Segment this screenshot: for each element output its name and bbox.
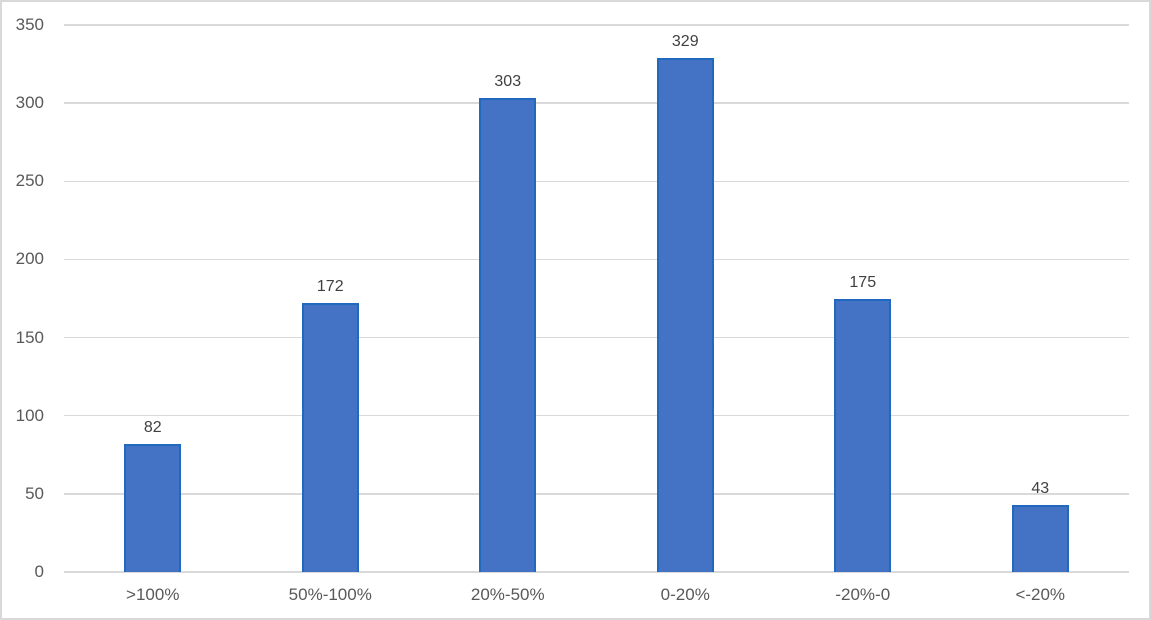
bar->100% [124, 443, 182, 572]
y-axis-tick-label: 100 [15, 405, 44, 425]
x-axis-line [64, 571, 1129, 573]
y-axis-tick-label: 50 [25, 483, 44, 503]
y-axis-tick-label: 350 [15, 15, 44, 34]
x-axis-category-label: 20%-50% [470, 585, 545, 604]
gridline-y-150 [64, 336, 1129, 339]
bar-<-20% [1011, 504, 1069, 572]
data-label: 329 [671, 32, 699, 50]
x-axis-category-label: >100% [126, 585, 180, 604]
x-axis-category-label: <-20% [1015, 585, 1066, 604]
data-label: 172 [316, 278, 344, 296]
gridline-y-300 [64, 102, 1129, 104]
plot-area: 82 172 303 329 175 43 [64, 24, 1129, 573]
gridline-y-100 [64, 414, 1129, 417]
y-axis-tick-label: 200 [15, 249, 44, 269]
gridline-y-350 [64, 24, 1129, 26]
x-axis-category-label: 0-20% [660, 585, 710, 604]
gridline-y-50 [64, 493, 1129, 495]
data-label: 82 [143, 418, 162, 436]
x-axis-category-label: -20%-0 [835, 585, 891, 604]
x-axis-category-label: 50%-100% [288, 585, 372, 604]
y-axis-tick-label: 150 [15, 327, 44, 347]
y-axis-tick-label: 0 [34, 562, 44, 581]
y-axis-tick-label: 250 [15, 171, 44, 191]
bar-20%-50% [479, 98, 537, 572]
bar-50%-100% [301, 303, 359, 572]
data-label: 175 [849, 273, 877, 291]
bar-0-20% [656, 57, 714, 572]
gridline-y-250 [64, 180, 1129, 183]
bar--20%-0 [834, 298, 892, 572]
data-label: 43 [1031, 479, 1050, 497]
y-axis-tick-label: 300 [15, 93, 44, 113]
gridline-y-200 [64, 258, 1129, 261]
data-label: 303 [494, 73, 522, 91]
